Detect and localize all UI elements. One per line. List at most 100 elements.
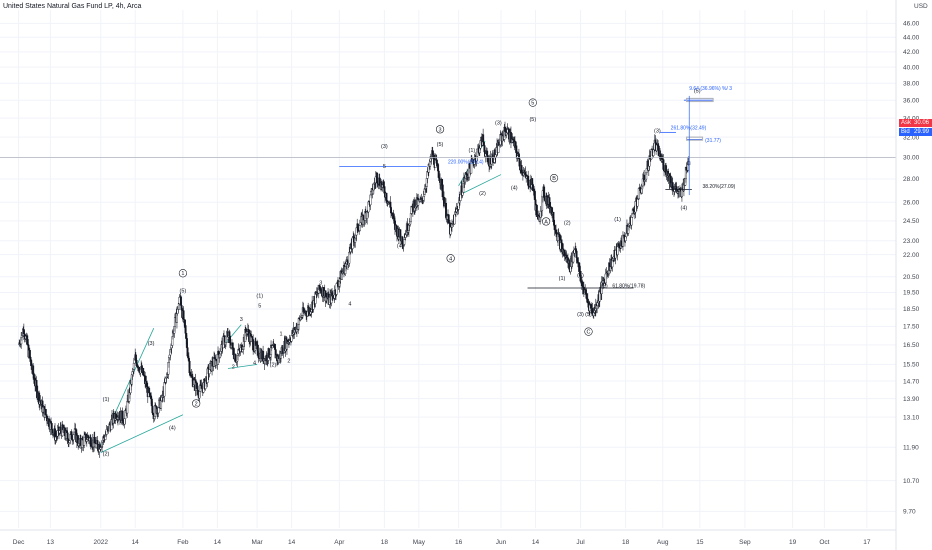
- measure-box: [685, 136, 704, 141]
- measure-box: [685, 97, 714, 103]
- y-tick-label: 13.10: [903, 414, 920, 421]
- x-tick-label: Sep: [739, 539, 751, 546]
- candle-body: [163, 382, 166, 397]
- wave-label: 3: [240, 317, 243, 323]
- wave-label: (5): [585, 312, 592, 318]
- fib-annotation: 61.80%(19.78): [612, 284, 645, 290]
- ask-value: 30.06: [913, 120, 929, 126]
- wave-label: 2: [287, 358, 290, 364]
- wave-label: 3: [439, 127, 442, 133]
- wave-label: (1): [256, 293, 263, 299]
- candle-body: [28, 350, 31, 358]
- x-tick-label: 14: [532, 539, 540, 546]
- wave-label: 5: [531, 101, 534, 107]
- y-tick-label: 42.00: [903, 49, 920, 56]
- x-tick-label: May: [413, 539, 426, 546]
- candle-body: [574, 248, 577, 252]
- wave-labels: (1) (2) (3) (4) 1 (5) 2 1 2 3 4 5 (1) (2) 1 2 3 4 (3) 5 (4) 3…: [103, 86, 736, 457]
- x-tick-label: 17: [863, 539, 871, 546]
- bid-label: Bid: [901, 129, 910, 135]
- y-tick-label: 26.00: [903, 199, 920, 206]
- x-tick-label: Oct: [819, 539, 829, 546]
- candle-body: [445, 202, 448, 218]
- wave-circle: [584, 327, 593, 336]
- y-tick-label: 32.00: [903, 134, 920, 141]
- candle-body: [630, 217, 633, 226]
- fib-annotation: (31.77): [705, 138, 721, 144]
- x-tick-label: Dec: [13, 539, 25, 546]
- bid-value: 29.99: [913, 129, 929, 135]
- y-tick-label: 15.50: [903, 362, 920, 369]
- chart-title: United States Natural Gas Fund LP, 4h, A…: [3, 3, 142, 10]
- wave-label: (2): [601, 284, 608, 290]
- candle-body: [662, 159, 665, 170]
- x-tick-label: 15: [696, 539, 704, 546]
- candle-body: [636, 198, 639, 207]
- y-tick-label: 44.00: [903, 34, 920, 41]
- wave-label: C: [587, 330, 591, 336]
- x-tick-label: Aug: [657, 539, 669, 546]
- x-tick-label: Apr: [334, 539, 345, 546]
- y-tick-label: 10.70: [903, 478, 920, 485]
- y-tick-label: 18.50: [903, 306, 920, 313]
- wave-label: 1: [226, 339, 229, 345]
- wave-label: 4: [449, 256, 452, 262]
- x-tick-label: Jul: [576, 539, 585, 546]
- wave-label: (5): [437, 142, 444, 148]
- wave-label: (4): [169, 425, 176, 431]
- candle-body: [273, 344, 276, 348]
- fib-annotation: 38.20%(27.09): [702, 184, 735, 190]
- candle-body: [50, 423, 53, 430]
- wave-label: 4: [348, 302, 351, 308]
- candle-body: [358, 225, 361, 231]
- wave-label: (1): [559, 276, 566, 282]
- wave-label: 1: [181, 271, 184, 277]
- candle-body: [518, 158, 521, 167]
- trendline: [100, 414, 184, 453]
- x-tick-label: 18: [381, 539, 389, 546]
- y-tick-label: 28.00: [903, 176, 920, 183]
- candle-body: [186, 347, 189, 357]
- wave-circle: [541, 217, 551, 226]
- y-tick-label: 34.00: [903, 115, 920, 122]
- wave-label: (2): [103, 451, 110, 457]
- wave-label: 2: [195, 401, 198, 407]
- wave-label: B: [552, 176, 556, 182]
- wave-circle: [178, 269, 188, 278]
- y-tick-label: 14.70: [903, 378, 920, 385]
- wave-label: 5: [383, 164, 386, 170]
- candle-body: [148, 387, 151, 394]
- candle-body: [83, 436, 86, 446]
- candles: [18, 121, 691, 458]
- wave-circle: [435, 125, 445, 134]
- wave-label: (4): [397, 244, 404, 250]
- wave-label: (2): [564, 221, 571, 227]
- grid: [0, 10, 896, 528]
- wave-label: (3): [495, 121, 502, 127]
- y-tick-label: 46.00: [903, 21, 920, 28]
- y-tick-label: 23.00: [903, 238, 920, 245]
- wave-label: 1: [279, 331, 282, 337]
- fib-levels: [0, 95, 896, 289]
- y-tick-label: 20.50: [903, 274, 920, 281]
- y-tick-label: 36.00: [903, 97, 920, 104]
- wave-label: 2: [232, 365, 235, 371]
- wave-label: (3): [654, 128, 661, 134]
- x-tick-label: 14: [288, 539, 296, 546]
- y-tick-label: 38.00: [903, 80, 920, 87]
- ask-label: Ask: [901, 120, 912, 126]
- wave-label: (3): [148, 341, 155, 347]
- x-tick-label: 18: [622, 539, 630, 546]
- candle-body: [219, 353, 222, 358]
- x-tick-label: Mar: [252, 539, 264, 546]
- candle-body: [183, 319, 186, 326]
- fib-annotation: 261.80%(32.49): [671, 125, 707, 131]
- wave-label: (1): [614, 217, 621, 223]
- bid-badge: Bid 29.99: [899, 128, 932, 136]
- candle-body: [604, 273, 607, 284]
- wave-label: (3): [577, 312, 584, 318]
- wave-label: (1): [468, 148, 475, 154]
- candle-body: [403, 239, 406, 245]
- wave-label: (4): [577, 273, 584, 279]
